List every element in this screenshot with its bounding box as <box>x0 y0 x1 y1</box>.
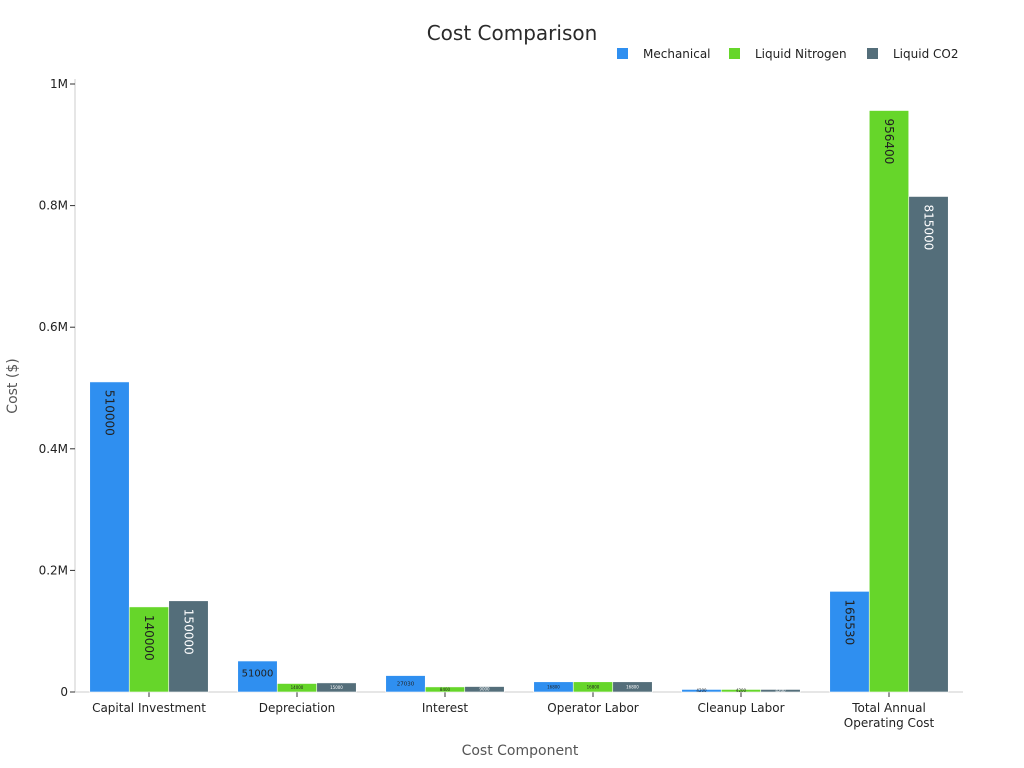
data-label: 150000 <box>182 609 196 655</box>
y-axis: 0 0.2M 0.4M 0.6M 0.8M 1M <box>39 77 75 699</box>
data-label: 956400 <box>882 119 896 165</box>
x-tick-label: Operating Cost <box>844 716 935 730</box>
y-tick-label: 0.2M <box>39 563 68 577</box>
bar <box>612 681 653 693</box>
y-tick-label: 0.6M <box>39 320 68 334</box>
bar <box>237 660 278 693</box>
legend-label: Mechanical <box>643 47 711 61</box>
bar <box>464 686 505 693</box>
legend-label: Liquid CO2 <box>893 47 958 61</box>
legend: Mechanical Liquid Nitrogen Liquid CO2 <box>617 47 958 61</box>
data-label: 16800 <box>587 684 600 689</box>
data-label: 14000 <box>291 685 304 690</box>
legend-swatch <box>617 48 628 59</box>
y-axis-title: Cost ($) <box>5 358 21 413</box>
data-label: 16800 <box>547 684 560 689</box>
bar <box>760 689 801 693</box>
legend-swatch <box>729 48 740 59</box>
x-axis: Capital Investment Depreciation Interest Op… <box>92 692 935 730</box>
data-label: 15000 <box>330 685 343 690</box>
x-tick-label: Total Annual <box>851 701 926 715</box>
data-label: 815000 <box>922 204 936 250</box>
bars: 510000 140000 150000 51000 14000 15000 27030 84… <box>89 110 949 693</box>
data-label: 9000 <box>479 687 490 692</box>
x-tick-label: Depreciation <box>259 701 336 715</box>
legend-swatch <box>867 48 878 59</box>
data-label: 4200 <box>696 688 707 693</box>
data-label: 4200 <box>736 688 747 693</box>
y-tick-label: 0.4M <box>39 442 68 456</box>
bar <box>316 682 357 693</box>
x-tick-label: Operator Labor <box>547 701 639 715</box>
data-label: 27030 <box>397 682 415 688</box>
data-label: 140000 <box>142 615 156 661</box>
x-tick-label: Cleanup Labor <box>697 701 784 715</box>
x-axis-title: Cost Component <box>462 743 579 759</box>
y-tick-label: 0.8M <box>39 199 68 213</box>
bar <box>829 591 870 693</box>
bar <box>908 196 949 693</box>
x-tick-label: Capital Investment <box>92 701 206 715</box>
x-tick-label: Interest <box>422 701 469 715</box>
chart-title: Cost Comparison <box>427 21 598 45</box>
data-label: 4200 <box>775 688 786 693</box>
legend-label: Liquid Nitrogen <box>755 47 847 61</box>
data-label: 510000 <box>103 390 117 436</box>
y-tick-label: 1M <box>50 77 68 91</box>
data-label: 51000 <box>242 668 274 679</box>
bar <box>89 381 130 693</box>
bar <box>385 675 426 693</box>
data-label: 16800 <box>626 684 639 689</box>
bar <box>168 600 209 693</box>
data-label: 8400 <box>440 687 451 692</box>
y-tick-label: 0 <box>60 685 68 699</box>
data-label: 165530 <box>843 599 857 645</box>
bar <box>868 110 910 693</box>
